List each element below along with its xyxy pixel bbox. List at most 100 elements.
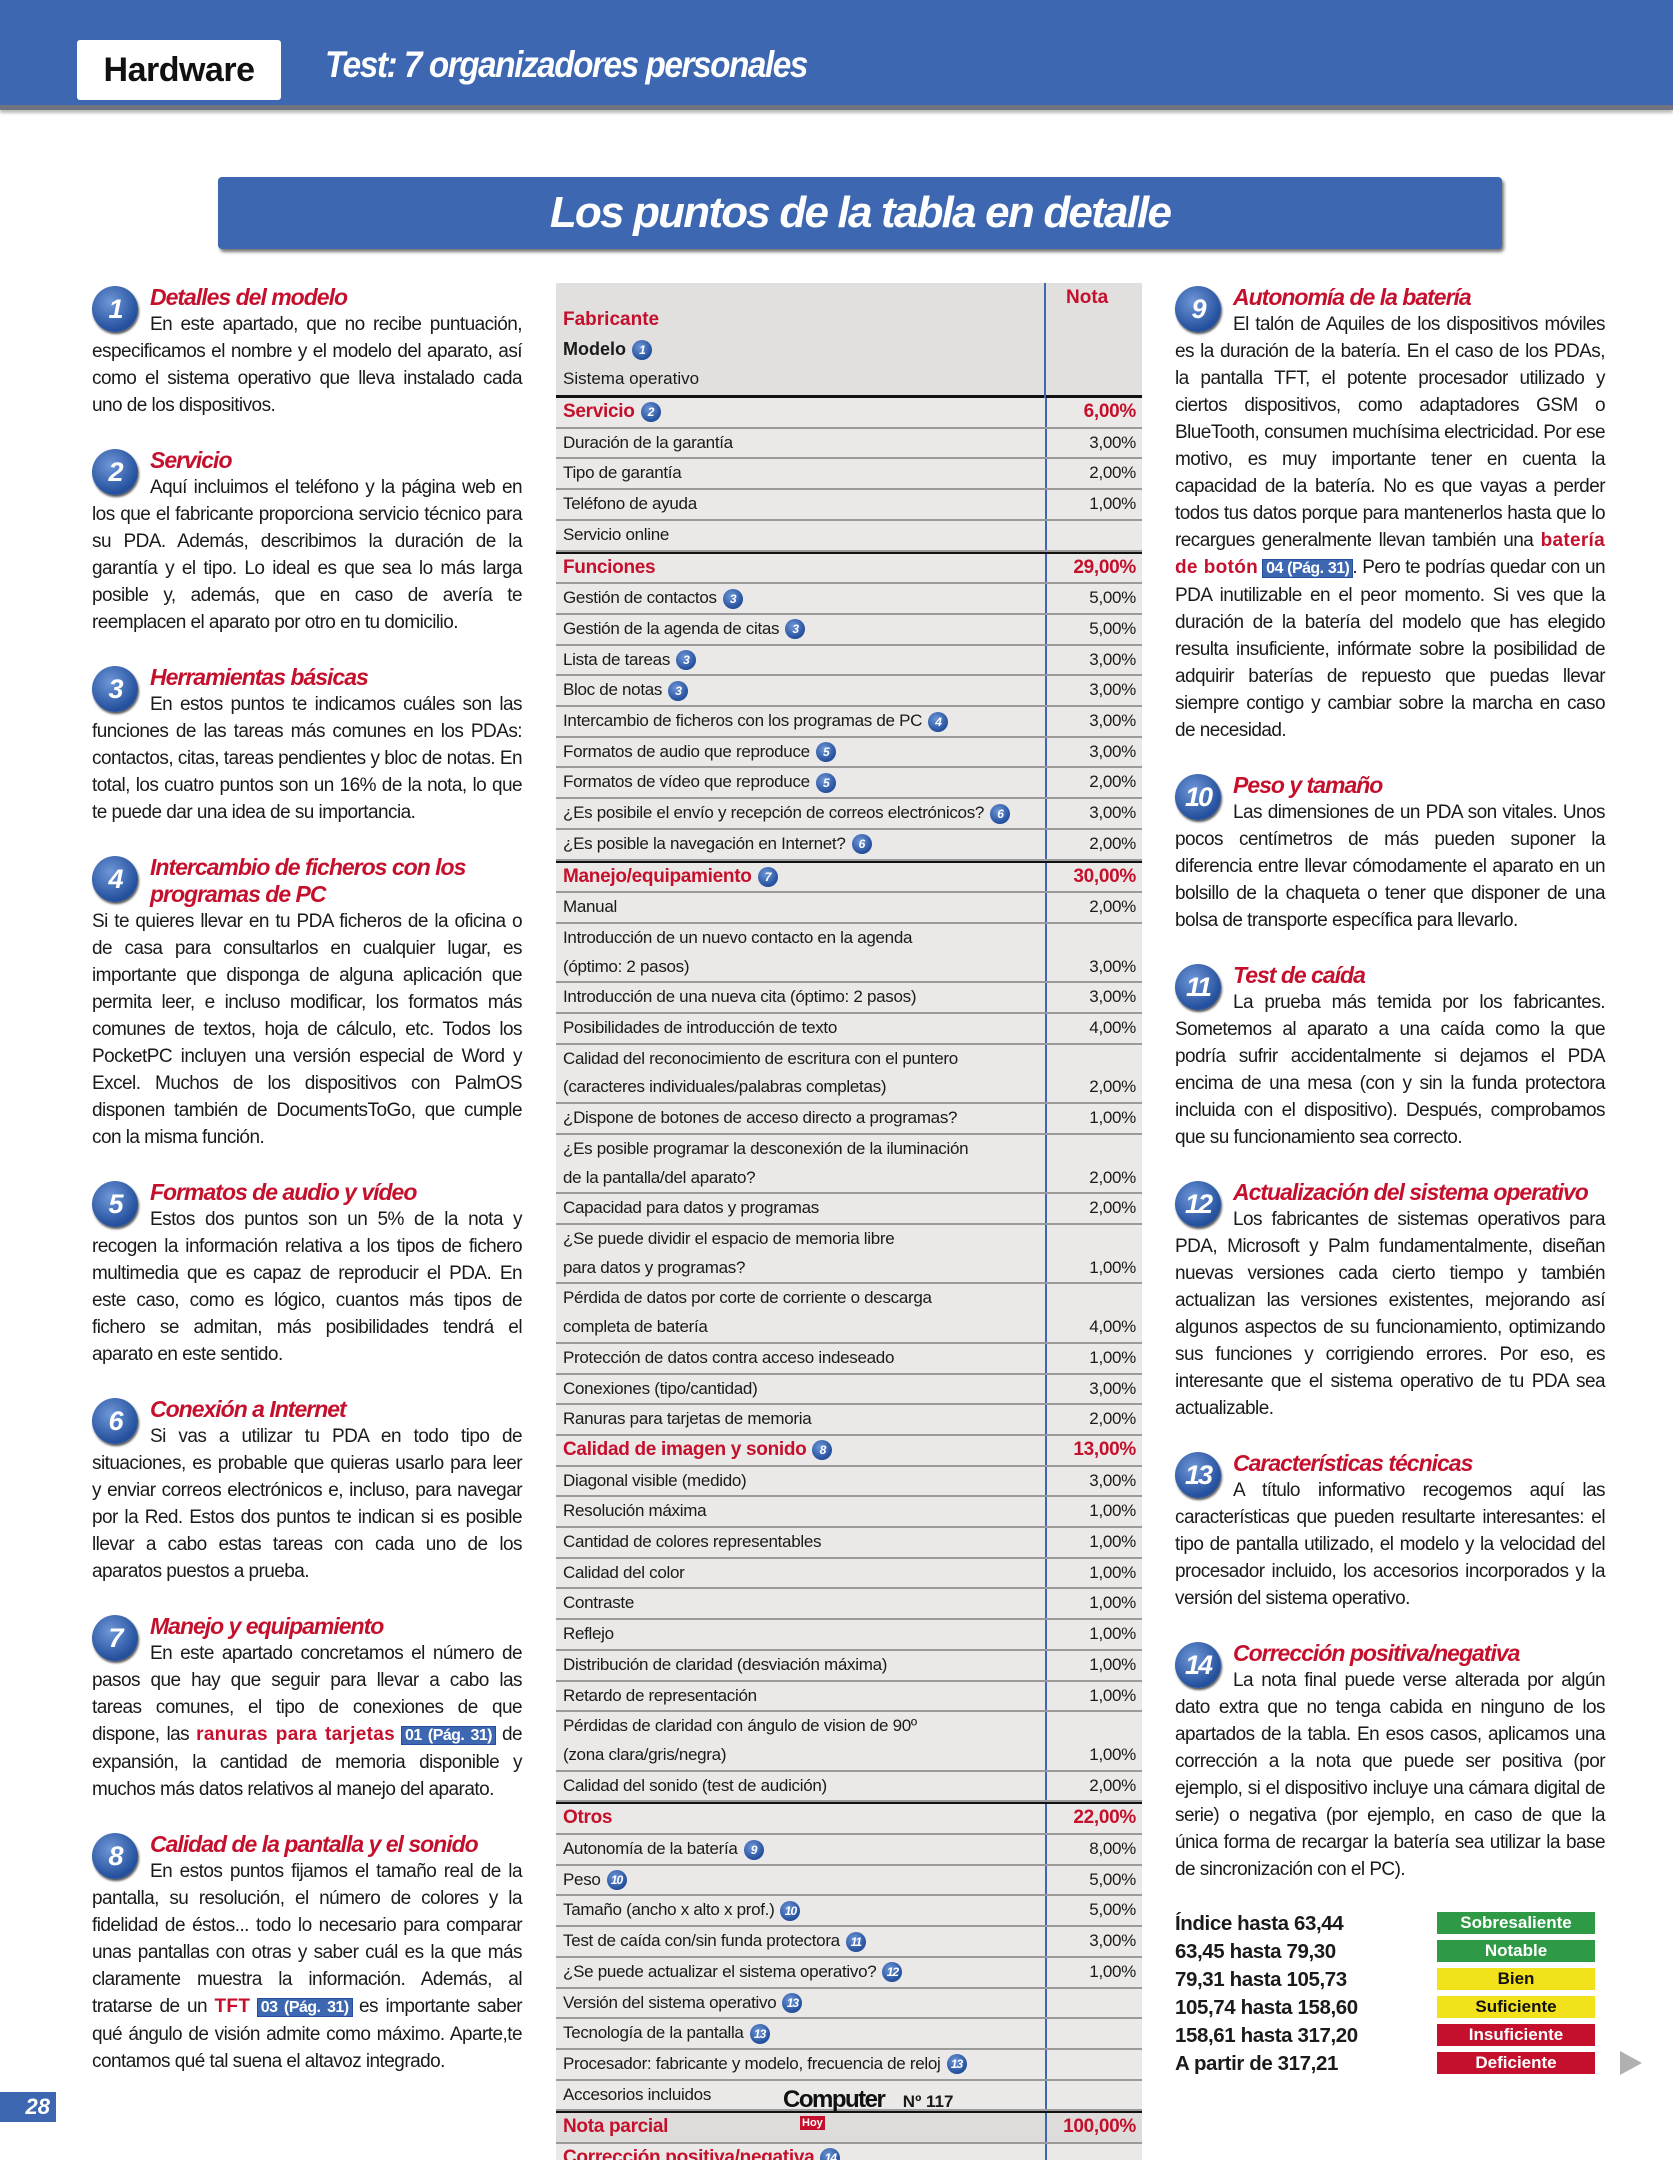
row-label-text: Introducción de un nuevo contacto en la … xyxy=(563,927,913,976)
grade-badge: Suficiente xyxy=(1437,1996,1595,2018)
table-row: ¿Se puede actualizar el sistema operativ… xyxy=(556,1957,1142,1989)
row-label: ¿Se puede dividir el espacio de memoria … xyxy=(556,1224,1047,1283)
table-row: Lista de tareas 3 3,00% xyxy=(556,645,1142,677)
table-row: Posibilidades de introducción de texto 4,… xyxy=(556,1014,1142,1045)
row-label-text: Capacidad para datos y programas xyxy=(563,1198,819,1218)
badge-icon: 3 xyxy=(785,619,806,640)
table-row: Tamaño (ancho x alto x prof.) 10 5,00% xyxy=(556,1896,1142,1928)
legend-range: 105,74 hasta 158,60 xyxy=(1175,1995,1358,2019)
section-10: 10 Peso y tamaño Las dimensiones de un PDA… xyxy=(1175,770,1606,934)
section-body: A título informativo recogemos aquí las … xyxy=(1175,1480,1606,1609)
section-body: En este apartado concretamos el número d… xyxy=(92,1643,523,1800)
section-title: Test de caída xyxy=(1233,962,1366,988)
badge-icon: 5 xyxy=(815,772,836,793)
table-row: Gestión de contactos 3 5,00% xyxy=(556,584,1142,615)
table-row: Diagonal visible (medido) 3,00% xyxy=(556,1466,1142,1498)
row-label-text: ¿Dispone de botones de acceso directo a … xyxy=(563,1108,958,1128)
table-row: Manual 2,00% xyxy=(556,893,1142,924)
legend-row: 63,45 hasta 79,30 Notable xyxy=(1175,1937,1595,1965)
badge-icon: 1 xyxy=(632,340,652,361)
table-row: Corrección positiva/negativa 14 xyxy=(556,2144,1142,2160)
row-value: 1,00% xyxy=(1089,1624,1136,1644)
left-column: 1 Detalles del modelo En este apartado, qu… xyxy=(92,282,523,2101)
body-text: En este apartado, que no recibe puntuaci… xyxy=(92,314,523,416)
row-value: 3,00% xyxy=(1089,1378,1136,1398)
row-label-text: Funciones xyxy=(563,556,656,578)
row-value: 4,00% xyxy=(1089,1018,1136,1038)
row-label-text: Calidad del color xyxy=(563,1562,685,1582)
row-value: 2,00% xyxy=(1089,463,1136,483)
table-row: ¿Es posibile el envío y recepción de cor… xyxy=(556,799,1142,830)
section-title: Autonomía de la batería xyxy=(1233,284,1472,310)
row-label-text: Manual xyxy=(563,897,617,917)
grade-badge: Deficiente xyxy=(1437,2052,1595,2074)
section-title: Intercambio de ficheros con los programa… xyxy=(150,854,466,907)
table-row: Nota parcial 100,00% xyxy=(556,2111,1142,2145)
section-tag: Hardware xyxy=(77,40,281,100)
legend-range: 79,31 hasta 105,73 xyxy=(1175,1967,1347,1991)
row-label: Capacidad para datos y programas xyxy=(556,1194,1047,1223)
row-value: 13,00% xyxy=(1073,1438,1136,1460)
row-label: Nota parcial xyxy=(556,2113,1047,2143)
row-label: Lista de tareas 3 xyxy=(556,645,1047,675)
legend-row: 79,31 hasta 105,73 Bien xyxy=(1175,1965,1595,1993)
body-text: En estos puntos fijamos el tamaño real d… xyxy=(92,1861,523,2017)
row-value: 2,00% xyxy=(1089,897,1136,917)
table-row: ¿Es posible la navegación en Internet? 6 2… xyxy=(556,829,1142,861)
row-label-text: Gestión de la agenda de citas xyxy=(563,618,780,638)
right-column: 9 Autonomía de la batería El talón de Aqui… xyxy=(1175,282,1642,2077)
table-row: Protección de datos contra acceso indese… xyxy=(556,1343,1142,1375)
body-text: En este apartado concretamos el número d… xyxy=(92,1643,523,1745)
table-row: Conexiones (tipo/cantidad) 3,00% xyxy=(556,1374,1142,1406)
row-label: Servicio online xyxy=(556,520,1047,550)
section-number-icon: 11 xyxy=(1175,964,1221,1010)
row-label: Retardo de representación xyxy=(556,1681,1047,1711)
section-body: En estos puntos fijamos el tamaño real d… xyxy=(92,1861,523,2072)
highlight-term: ranuras para tarjetas xyxy=(196,1724,395,1745)
row-value: 2,00% xyxy=(1089,1167,1136,1187)
row-value: 3,00% xyxy=(1089,1931,1136,1951)
section-number-icon: 9 xyxy=(1175,286,1221,332)
row-value: 3,00% xyxy=(1089,432,1136,452)
section-title: Manejo y equipamiento xyxy=(150,1613,384,1639)
row-value: 1,00% xyxy=(1089,1532,1136,1552)
legend-range: A partir de 317,21 xyxy=(1175,2051,1338,2075)
body-text xyxy=(250,1996,257,2017)
row-label: Otros xyxy=(556,1804,1047,1834)
body-text: Si te quieres llevar en tu PDA ficheros … xyxy=(92,911,523,1148)
section-title: Peso y tamaño xyxy=(1233,772,1383,798)
badge-icon: 12 xyxy=(882,1962,903,1983)
body-text: es importante saber qué ángulo de visión… xyxy=(92,1996,523,2072)
next-page-arrow-icon xyxy=(1620,2051,1642,2075)
row-label-text: Formatos de vídeo que reproduce xyxy=(563,772,810,792)
table-row: Manejo/equipamiento 7 30,00% xyxy=(556,860,1142,894)
badge-icon: 5 xyxy=(815,742,836,763)
row-label: Contraste xyxy=(556,1589,1047,1619)
row-value: 100,00% xyxy=(1063,2116,1136,2138)
row-label: Introducción de un nuevo contacto en la … xyxy=(556,923,1047,982)
row-label-text: Cantidad de colores representables xyxy=(563,1532,822,1552)
row-label: Distribución de claridad (desviación máx… xyxy=(556,1650,1047,1680)
row-label: Diagonal visible (medido) xyxy=(556,1466,1047,1496)
page-number: 28 xyxy=(0,2092,56,2122)
row-label: Calidad de imagen y sonido 8 xyxy=(556,1435,1047,1465)
section-number-icon: 5 xyxy=(92,1181,138,1227)
row-label: Accesorios incluidos xyxy=(556,2080,1047,2110)
section-title: Formatos de audio y vídeo xyxy=(150,1179,417,1205)
table-row: Procesador: fabricante y modelo, frecuen… xyxy=(556,2049,1142,2081)
section-3: 3 Herramientas básicas En estos puntos te … xyxy=(92,662,523,826)
row-value: 1,00% xyxy=(1089,1501,1136,1521)
magazine-logo: Computer Hoy Nº 117 xyxy=(783,2086,953,2136)
section-body: Las dimensiones de un PDA son vitales. U… xyxy=(1175,802,1606,931)
page-heading: Test: 7 organizadores personales xyxy=(325,44,808,85)
row-label: Bloc de notas 3 xyxy=(556,676,1047,706)
row-label: Teléfono de ayuda xyxy=(556,490,1047,519)
row-label: Gestión de contactos 3 xyxy=(556,584,1047,613)
table-row: Bloc de notas 3 3,00% xyxy=(556,676,1142,708)
row-label-text: Tipo de garantía xyxy=(563,463,682,483)
row-label: Formatos de audio que reproduce 5 xyxy=(556,737,1047,767)
row-label-text: Calidad de imagen y sonido xyxy=(563,1438,807,1460)
section-8: 8 Calidad de la pantalla y el sonido En es… xyxy=(92,1829,523,2075)
row-label: Calidad del sonido (test de audición) xyxy=(556,1771,1047,1801)
row-label-text: Protección de datos contra acceso indese… xyxy=(563,1347,895,1367)
